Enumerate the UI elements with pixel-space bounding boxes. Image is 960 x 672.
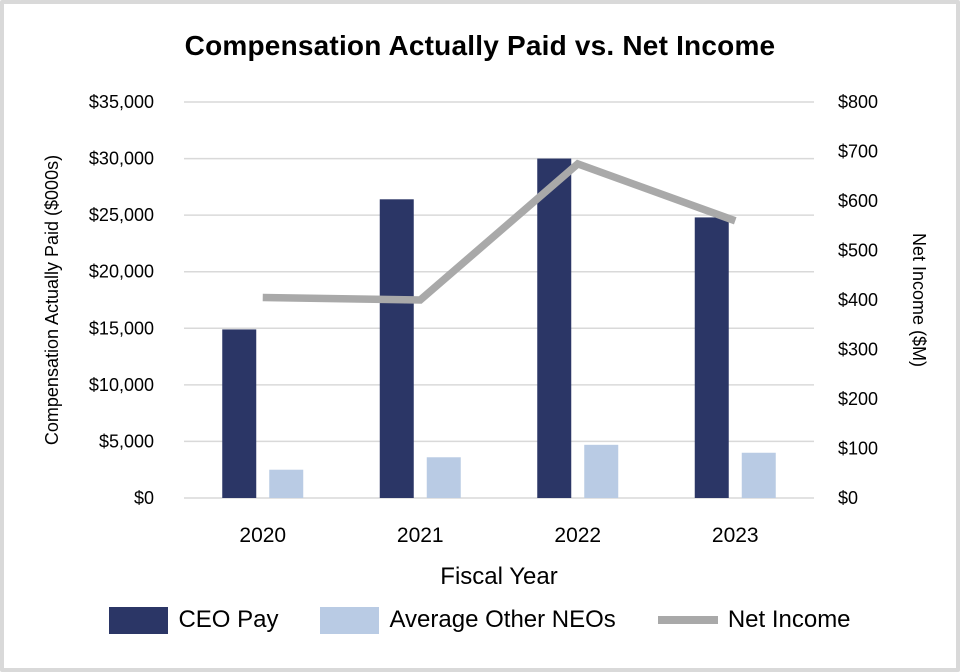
right-axis-tick-label: $700	[838, 142, 878, 162]
legend-item-net-income: Net Income	[657, 606, 851, 634]
legend-label-net-income: Net Income	[727, 606, 851, 633]
bar-ceo-pay-2021	[379, 199, 414, 498]
chart-title: Compensation Actually Paid vs. Net Incom…	[184, 30, 776, 61]
net-income-line	[262, 159, 737, 304]
right-axis-tick-label: $300	[838, 340, 878, 360]
left-axis-tick-label: $0	[134, 488, 154, 508]
chart-plot-area: $0 $5,000 $10,000 $15,000 $20,000 $25,000 $30,…	[89, 92, 878, 547]
left-axis-tick-label: $20,000	[89, 262, 154, 282]
average-other-neos-swatch-icon	[320, 606, 380, 634]
x-axis-tick-label: 2023	[712, 524, 759, 547]
net-income-line-icon	[657, 616, 718, 624]
right-axis-tick-label: $800	[838, 92, 878, 112]
bar-average-other-neos-2021	[426, 457, 461, 498]
right-axis-tick-label: $500	[838, 241, 878, 261]
legend-item-average-other-neos: Average Other NEOs	[320, 606, 616, 634]
legend: CEO Pay Average Other NEOs Net Income	[4, 606, 956, 634]
bar-average-other-neos-2023	[741, 452, 776, 498]
left-axis-tick-label: $10,000	[89, 375, 154, 395]
legend-label-ceo-pay: CEO Pay	[178, 606, 279, 633]
left-axis-tick-label: $25,000	[89, 205, 154, 225]
left-axis-tick-label: $5,000	[99, 431, 154, 451]
x-axis-tick-label: 2021	[397, 524, 444, 547]
left-y-axis-title: Compensation Actually Paid ($000s)	[42, 154, 62, 446]
left-axis-tick-label: $15,000	[89, 318, 154, 338]
bar-ceo-pay-2023	[694, 217, 729, 499]
ceo-pay-swatch-icon	[109, 606, 169, 634]
legend-label-average-other-neos: Average Other NEOs	[389, 606, 616, 633]
left-axis-tick-label: $35,000	[89, 92, 154, 112]
x-axis-title: Fiscal Year	[440, 563, 558, 590]
left-axis-tick-label: $30,000	[89, 149, 154, 169]
bar-ceo-pay-2020	[222, 329, 257, 498]
right-axis-tick-label: $100	[838, 439, 878, 459]
bar-ceo-pay-2022	[537, 158, 572, 499]
right-axis-tick-label: $400	[838, 290, 878, 310]
x-axis-tick-label: 2020	[239, 524, 286, 547]
right-y-axis-title: Net Income ($M)	[909, 232, 929, 368]
right-axis-tick-label: $200	[838, 389, 878, 409]
legend-item-ceo-pay: CEO Pay	[109, 606, 278, 634]
bar-average-other-neos-2020	[269, 469, 304, 498]
right-axis-tick-label: $600	[838, 191, 878, 211]
x-axis-tick-label: 2022	[554, 524, 601, 547]
bar-average-other-neos-2022	[584, 444, 619, 498]
right-axis-tick-label: $0	[838, 488, 858, 508]
